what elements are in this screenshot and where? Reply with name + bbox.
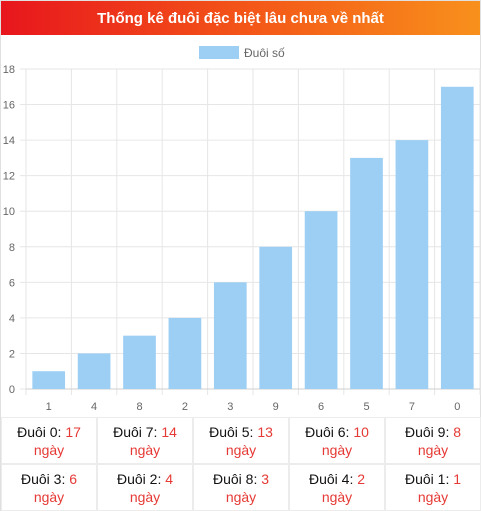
x-tick-label: 2 [182,401,188,413]
x-tick-label: 1 [46,401,52,413]
stat-value: 3 [261,470,270,487]
bar [395,140,429,389]
stat-unit: ngày [33,441,65,458]
stat-value: 17 [65,423,81,440]
stats-cell: Đuôi 0: 17 ngày [1,417,97,464]
stats-cell: Đuôi 9: 8 ngày [385,417,481,464]
bar [77,353,111,389]
x-tick-label: 5 [363,401,369,413]
x-tick-label: 8 [136,401,142,413]
stat-unit: ngày [417,488,449,505]
stats-cell: Đuôi 4: 2 ngày [289,464,385,511]
stat-unit: ngày [321,488,353,505]
y-tick-label: 2 [9,348,15,360]
stat-label: Đuôi 0: [17,423,62,440]
y-tick-label: 14 [3,135,15,147]
stats-cell: Đuôi 2: 4 ngày [97,464,193,511]
stats-table: Đuôi 0: 17 ngày Đuôi 7: 14 ngày Đuôi 5: … [1,417,481,511]
stat-value: 13 [257,423,273,440]
stat-label: Đuôi 1: [404,470,450,487]
stat-label: Đuôi 8: [212,470,258,487]
widget-header: Thống kê đuôi đặc biệt lâu chưa về nhất [1,1,480,35]
stats-cell: Đuôi 5: 13 ngày [193,417,289,464]
y-tick-label: 8 [9,242,15,254]
stat-unit: ngày [129,441,161,458]
stats-cell: Đuôi 6: 10 ngày [289,417,385,464]
bar [213,282,247,389]
bar [440,86,474,390]
stat-label: Đuôi 6: [305,423,350,440]
y-tick-label: 4 [9,313,15,325]
stat-value: 10 [353,423,369,440]
widget-title: Thống kê đuôi đặc biệt lâu chưa về nhất [97,9,384,27]
stat-unit: ngày [225,488,257,505]
y-tick-label: 18 [3,64,15,76]
bar [259,246,293,389]
y-tick-label: 0 [9,384,15,396]
x-tick-label: 4 [91,401,97,413]
stat-value: 6 [69,470,78,487]
bar [32,371,66,389]
y-tick-label: 12 [3,171,15,183]
bar [304,211,338,389]
stat-value: 8 [453,423,462,440]
bar [350,157,383,389]
y-tick-label: 10 [3,206,15,218]
stat-value: 4 [165,470,174,487]
x-tick-label: 3 [227,401,233,413]
x-tick-label: 6 [318,401,324,413]
stat-label: Đuôi 9: [404,423,450,440]
stat-unit: ngày [417,441,449,458]
legend-label: Đuôi số [244,46,285,60]
stats-cell: Đuôi 3: 6 ngày [1,464,97,511]
x-tick-label: 0 [454,401,460,413]
stat-label: Đuôi 4: [308,470,354,487]
bar [123,335,156,389]
stats-cell: Đuôi 8: 3 ngày [193,464,289,511]
stat-unit: ngày [225,441,257,458]
stats-cell: Đuôi 1: 1 ngày [385,464,481,511]
stat-value: 14 [161,423,177,440]
bar [168,317,202,389]
stat-value: 2 [357,470,366,487]
stats-cell: Đuôi 7: 14 ngày [97,417,193,464]
stat-label: Đuôi 7: [113,423,158,440]
stat-label: Đuôi 3: [20,470,66,487]
legend-swatch [199,46,239,59]
y-tick-label: 6 [9,277,15,289]
stat-unit: ngày [321,441,353,458]
x-tick-label: 7 [409,401,415,413]
stat-unit: ngày [33,488,65,505]
stat-label: Đuôi 5: [209,423,254,440]
stat-unit: ngày [129,488,161,505]
stat-value: 1 [453,470,462,487]
x-tick-label: 9 [273,401,279,413]
y-tick-label: 16 [3,100,15,112]
stat-label: Đuôi 2: [116,470,162,487]
